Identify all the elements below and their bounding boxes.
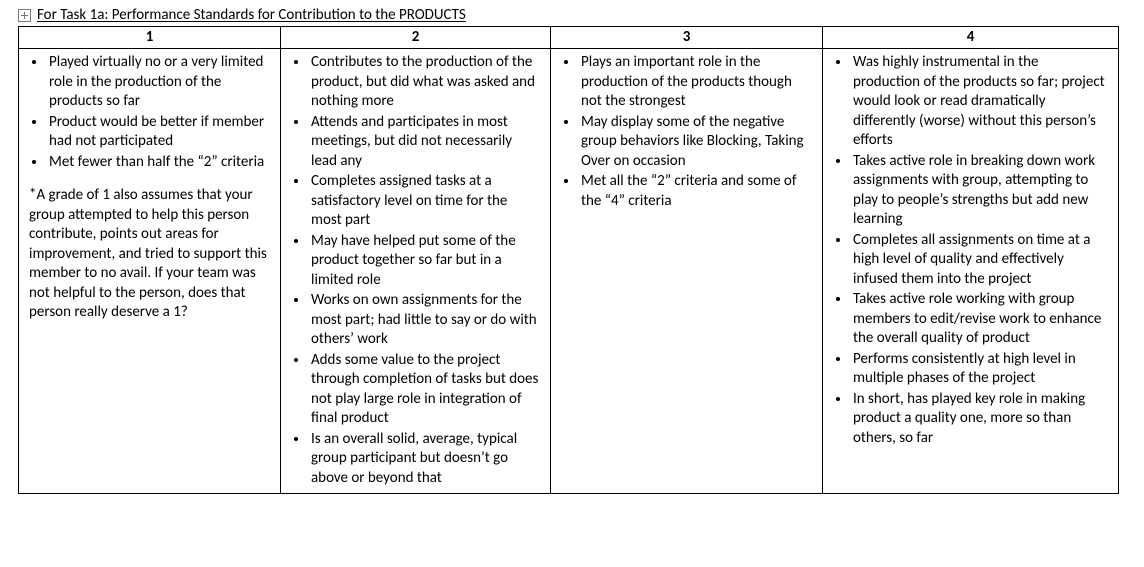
header-cell-4: 4 (823, 27, 1119, 49)
header-row: 1 2 3 4 (19, 27, 1119, 49)
list-item: Plays an important role in the productio… (579, 53, 812, 112)
page-title: For Task 1a: Performance Standards for C… (37, 6, 466, 24)
cell-level-3: Plays an important role in the productio… (551, 49, 823, 494)
body-row: Played virtually no or a very limited ro… (19, 49, 1119, 494)
list-item: May have helped put some of the product … (309, 232, 540, 291)
header-cell-1: 1 (19, 27, 281, 49)
rubric-page: For Task 1a: Performance Standards for C… (0, 0, 1144, 506)
list-item: Was highly instrumental in the productio… (851, 53, 1108, 151)
list-item: Adds some value to the project through c… (309, 351, 540, 429)
header-cell-2: 2 (281, 27, 551, 49)
list-item: Takes active role working with group mem… (851, 290, 1108, 349)
cell-level-2: Contributes to the production of the pro… (281, 49, 551, 494)
list-item: Contributes to the production of the pro… (309, 53, 540, 112)
list-item: Performs consistently at high level in m… (851, 350, 1108, 389)
list-item: Met fewer than half the “2” criteria (47, 153, 270, 173)
bullets-level-4: Was highly instrumental in the productio… (833, 53, 1108, 448)
list-item: Attends and participates in most meeting… (309, 113, 540, 172)
list-item: Met all the “2” criteria and some of the… (579, 172, 812, 211)
bullets-level-3: Plays an important role in the productio… (561, 53, 812, 211)
table-anchor-icon (18, 9, 31, 22)
bullets-level-2: Contributes to the production of the pro… (291, 53, 540, 488)
list-item: Product would be better if member had no… (47, 113, 270, 152)
bullets-level-1: Played virtually no or a very limited ro… (29, 53, 270, 172)
list-item: Played virtually no or a very limited ro… (47, 53, 270, 112)
title-row: For Task 1a: Performance Standards for C… (18, 6, 1126, 24)
list-item: May display some of the negative group b… (579, 113, 812, 172)
list-item: Is an overall solid, average, typical gr… (309, 430, 540, 489)
list-item: Completes all assignments on time at a h… (851, 231, 1108, 290)
cell-level-4: Was highly instrumental in the productio… (823, 49, 1119, 494)
level-1-note: *A grade of 1 also assumes that your gro… (29, 186, 270, 323)
header-cell-3: 3 (551, 27, 823, 49)
cell-level-1: Played virtually no or a very limited ro… (19, 49, 281, 494)
list-item: Takes active role in breaking down work … (851, 152, 1108, 230)
list-item: In short, has played key role in making … (851, 390, 1108, 449)
rubric-table: 1 2 3 4 Played virtually no or a very li… (18, 26, 1119, 494)
list-item: Completes assigned tasks at a satisfacto… (309, 172, 540, 231)
list-item: Works on own assignments for the most pa… (309, 291, 540, 350)
